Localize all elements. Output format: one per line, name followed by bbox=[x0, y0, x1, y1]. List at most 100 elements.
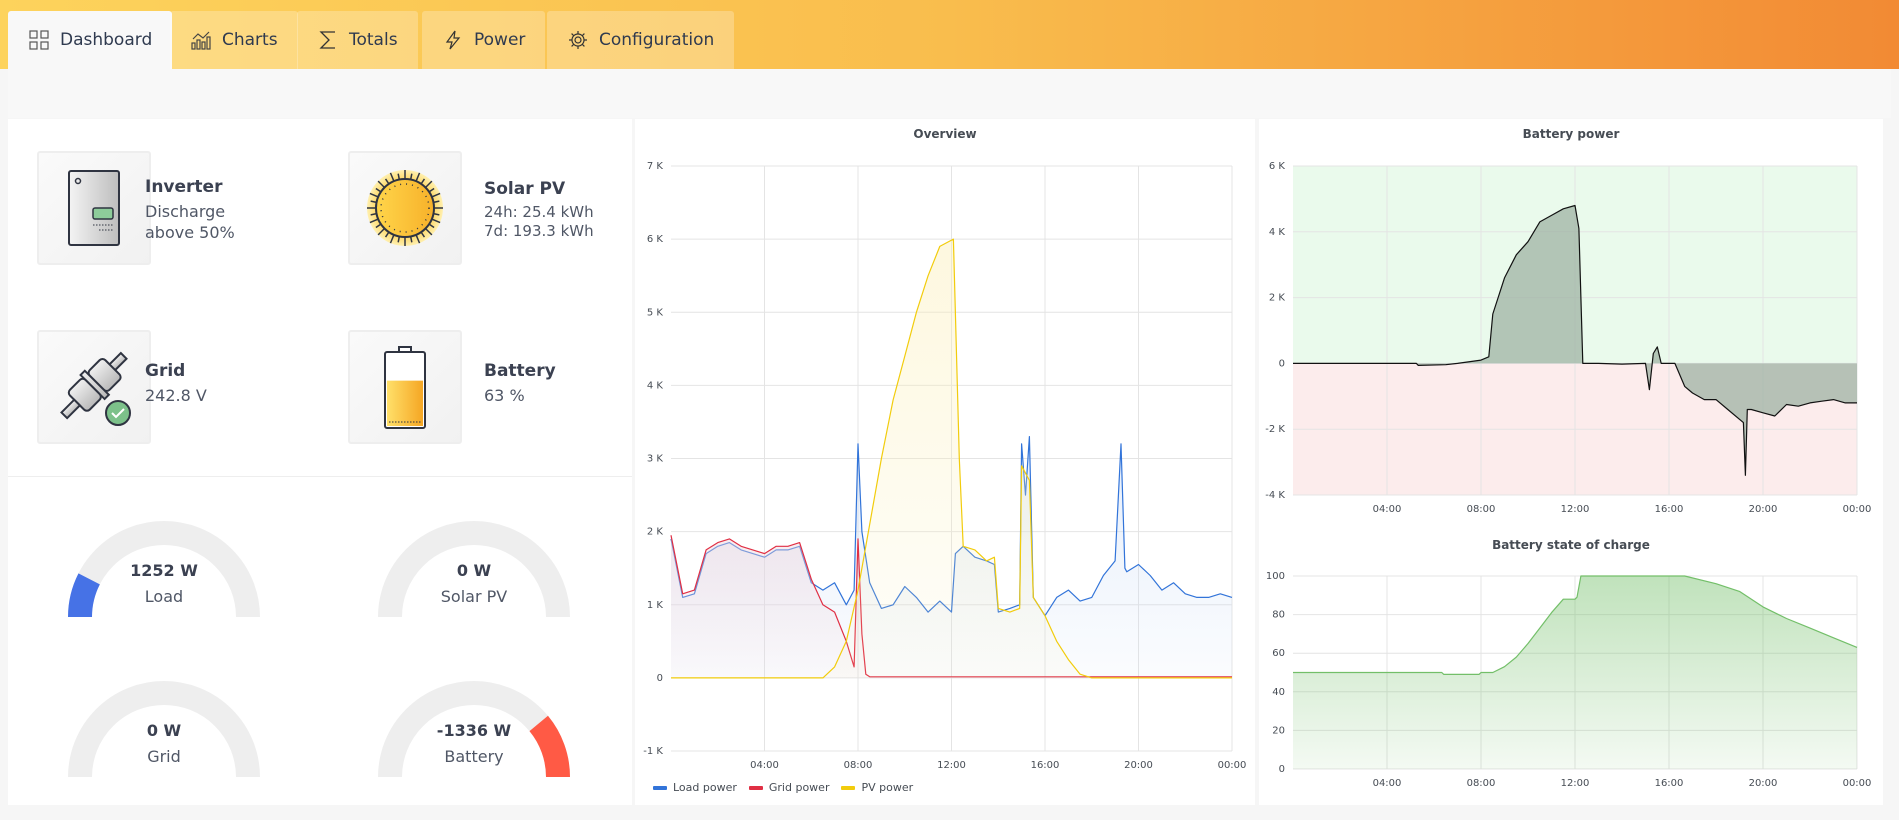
solar-status: Solar PV 24h: 25.4 kWh 7d: 193.3 kWh bbox=[484, 179, 594, 241]
lightning-icon bbox=[445, 30, 461, 50]
series-area bbox=[1293, 576, 1857, 769]
sun-icon bbox=[367, 170, 443, 246]
gauge-arc bbox=[68, 681, 260, 778]
x-tick-label: 16:00 bbox=[1655, 778, 1684, 789]
legend-item-pv[interactable]: PV power bbox=[841, 781, 913, 794]
battery-charts-panel: Battery power -4 K -2 K 0 2 K 4 K 6 K 04:00 08:… bbox=[1259, 119, 1883, 805]
x-tick-label: 20:00 bbox=[1124, 760, 1153, 771]
solar-title: Solar PV bbox=[484, 179, 566, 199]
tab-totals[interactable]: Totals bbox=[297, 11, 418, 69]
tab-label: Configuration bbox=[599, 30, 715, 50]
gauge-label: Grid bbox=[147, 747, 181, 766]
inverter-icon bbox=[68, 170, 120, 246]
grid-title: Grid bbox=[145, 361, 186, 381]
y-tick-label: 1 K bbox=[647, 600, 664, 611]
x-tick-label: 12:00 bbox=[1561, 778, 1590, 789]
series-area bbox=[671, 535, 1232, 678]
gauge-fill bbox=[529, 715, 570, 778]
legend-label: Load power bbox=[673, 781, 737, 794]
chart-legend: Load power Grid power PV power bbox=[653, 781, 913, 794]
y-tick-label: 2 K bbox=[1269, 293, 1286, 304]
overview-chart-panel: Overview -1 K 0 1 K 2 K 3 K 4 K 5 K 6 K 7 K 04:00… bbox=[635, 119, 1255, 805]
gauge-arc bbox=[378, 681, 570, 778]
sun-ray bbox=[375, 223, 382, 229]
legend-swatch bbox=[841, 786, 856, 790]
gauge-label: Load bbox=[144, 587, 184, 606]
tab-configuration[interactable]: Configuration bbox=[547, 11, 735, 69]
overview-chart[interactable]: -1 K 0 1 K 2 K 3 K 4 K 5 K 6 K 7 K 04:00 08:00 12:0… bbox=[635, 119, 1255, 779]
battery-title: Battery bbox=[484, 361, 556, 381]
y-tick-label: 4 K bbox=[1269, 227, 1286, 238]
legend-label: Grid power bbox=[768, 781, 830, 794]
gauge-track bbox=[68, 681, 260, 778]
divider bbox=[8, 476, 632, 477]
y-tick-label: -1 K bbox=[643, 746, 663, 757]
sun-ray bbox=[424, 227, 433, 236]
y-tick-label: 80 bbox=[1272, 610, 1285, 621]
x-tick-label: 12:00 bbox=[937, 760, 966, 771]
solar-24h-energy: 24h: 25.4 kWh bbox=[484, 203, 594, 221]
y-tick-label: -2 K bbox=[1265, 424, 1285, 435]
gauge-label: Solar PV bbox=[440, 587, 508, 606]
x-tick-label: 04:00 bbox=[1373, 778, 1402, 789]
series-line-battery-power bbox=[1293, 204, 1857, 476]
sigma-icon bbox=[319, 31, 335, 49]
y-tick-label: 4 K bbox=[647, 380, 664, 391]
y-tick-label: 7 K bbox=[647, 161, 664, 172]
top-navigation: Dashboard Charts Totals Power Configurat… bbox=[0, 0, 1899, 69]
x-tick-label: 08:00 bbox=[1467, 778, 1496, 789]
battery-card bbox=[348, 330, 462, 444]
gauge-arc bbox=[378, 521, 570, 618]
gauge-track bbox=[378, 521, 570, 618]
dashboard-grid-icon bbox=[29, 30, 49, 50]
sun-ray bbox=[415, 234, 421, 244]
sun-ray bbox=[420, 231, 426, 238]
status-panel: Inverter Discharge above 50% Solar PV 24… bbox=[8, 119, 632, 805]
sun-ray bbox=[369, 218, 379, 224]
series-line-battery-soc bbox=[1293, 575, 1858, 675]
inverter-mode-detail: above 50% bbox=[145, 223, 235, 242]
legend-swatch bbox=[653, 786, 667, 790]
tab-power[interactable]: Power bbox=[422, 11, 546, 69]
sun-ray bbox=[431, 218, 441, 224]
sun-ray bbox=[424, 180, 433, 189]
inverter-status: Inverter Discharge above 50% bbox=[145, 177, 235, 243]
battery-soc: 63 % bbox=[484, 386, 525, 405]
tab-label: Dashboard bbox=[60, 30, 153, 50]
legend-label: PV power bbox=[861, 781, 914, 794]
y-tick-label: 5 K bbox=[647, 307, 664, 318]
tab-dashboard[interactable]: Dashboard bbox=[8, 11, 173, 69]
battery-icon bbox=[384, 346, 426, 429]
sun-ray bbox=[415, 172, 421, 182]
legend-item-load[interactable]: Load power bbox=[653, 781, 737, 794]
solar-7d-energy: 7d: 193.3 kWh bbox=[484, 222, 594, 240]
grid-status: Grid 242.8 V bbox=[145, 361, 207, 406]
x-tick-label: 12:00 bbox=[1561, 504, 1590, 515]
gauge-solar: 0 W Solar PV bbox=[374, 509, 574, 619]
gear-icon bbox=[569, 31, 587, 49]
tab-label: Charts bbox=[222, 30, 278, 50]
x-tick-label: 04:00 bbox=[1373, 504, 1402, 515]
legend-swatch bbox=[748, 786, 763, 790]
plug-connected-icon bbox=[60, 351, 131, 426]
inverter-card bbox=[37, 151, 151, 265]
gauge-fill bbox=[68, 573, 101, 618]
x-tick-label: 08:00 bbox=[1467, 504, 1496, 515]
chart-icon bbox=[191, 31, 211, 50]
gauge-value: 0 W bbox=[456, 561, 492, 580]
gauge-label: Battery bbox=[444, 747, 504, 766]
legend-item-grid[interactable]: Grid power bbox=[748, 781, 830, 794]
x-tick-label: 20:00 bbox=[1749, 504, 1778, 515]
y-tick-label: 60 bbox=[1272, 648, 1285, 659]
y-tick-label: 0 bbox=[657, 673, 663, 684]
y-tick-label: 3 K bbox=[647, 454, 664, 465]
gauge-grid: 0 W Grid bbox=[64, 669, 264, 779]
inverter-title: Inverter bbox=[145, 177, 223, 197]
sun-ray bbox=[428, 223, 435, 229]
battery-power-chart[interactable]: -4 K -2 K 0 2 K 4 K 6 K 04:00 08:00 12:00 16:00 20… bbox=[1259, 119, 1883, 519]
tab-label: Power bbox=[474, 30, 526, 50]
tab-charts[interactable]: Charts bbox=[170, 11, 298, 69]
sun-ray bbox=[377, 227, 386, 236]
y-tick-label: 100 bbox=[1266, 571, 1285, 582]
sun-ray bbox=[384, 178, 390, 185]
